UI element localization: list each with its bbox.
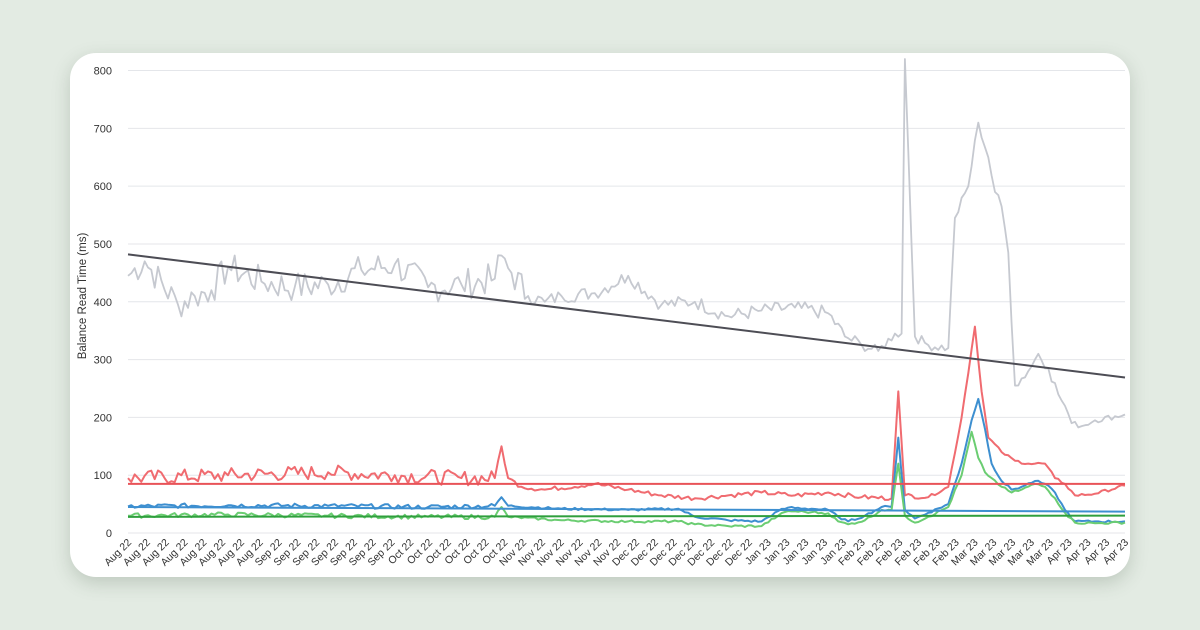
y-tick-label: 100 xyxy=(94,470,112,482)
y-tick-label: 0 xyxy=(106,528,112,540)
y-tick-label: 300 xyxy=(94,355,112,367)
grid-lines xyxy=(128,70,1125,534)
trend-line-1 xyxy=(127,253,1126,379)
trend-lines xyxy=(127,253,1126,518)
series-line-4 xyxy=(127,430,1126,528)
y-tick-label: 700 xyxy=(94,123,112,135)
y-tick-label: 500 xyxy=(94,239,112,251)
y-axis-label: Balance Read Time (ms) xyxy=(77,233,89,360)
y-tick-label: 800 xyxy=(94,66,112,78)
series-lines xyxy=(127,58,1126,528)
trend-line-3 xyxy=(127,505,1126,513)
chart-card: 0 100 200 300 400 500 600 700 800 Aug 22 Aug 22 Au… xyxy=(70,53,1130,577)
trend-line-4 xyxy=(127,514,1126,518)
y-tick-label: 400 xyxy=(94,297,112,309)
y-tick-label: 200 xyxy=(94,412,112,424)
series-line-1 xyxy=(127,58,1126,429)
series-line-2 xyxy=(127,325,1126,501)
y-tick-label: 600 xyxy=(94,181,112,193)
y-axis-ticks: 0 100 200 300 400 500 600 700 800 xyxy=(94,66,112,540)
